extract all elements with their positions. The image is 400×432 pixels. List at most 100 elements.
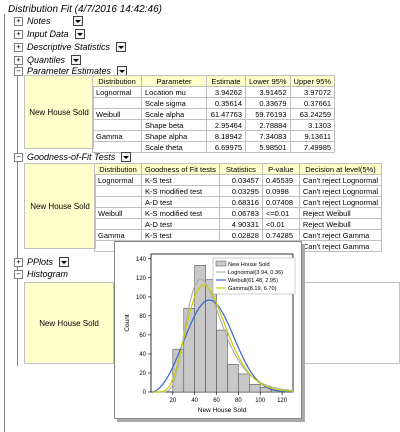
histogram-row-header-label: New House Sold [39, 318, 99, 328]
gof-row-header-label: New House Sold [30, 201, 90, 211]
expand-icon[interactable]: + [14, 257, 23, 267]
table-cell: 0.0998 [261, 185, 300, 197]
x-tick-label: 40 [191, 398, 198, 404]
histogram-graph-window[interactable]: 20 40 60 80 100 120 0 20 40 60 80 100 120 140 New Hous… [114, 241, 302, 419]
table-cell: Shape beta [141, 119, 207, 131]
histogram-row-header: New House Sold [24, 282, 114, 364]
histogram-bar [238, 373, 250, 393]
table-cell: Weibull [94, 207, 142, 219]
expand-icon[interactable]: + [14, 29, 23, 39]
table-cell: 0.74285 [261, 229, 300, 241]
y-tick-label: 120 [136, 276, 147, 282]
histogram-bar [216, 329, 228, 393]
parameter-estimates-table: Distribution Parameter Estimate Lower 95% Up… [92, 75, 336, 153]
collapse-icon[interactable]: − [14, 269, 23, 279]
table-row: Gamma Shape alpha 8.18942 7.34083 9.13611 [92, 130, 336, 142]
y-tick-label: 140 [136, 257, 147, 263]
dropdown-arrow-icon[interactable] [74, 29, 85, 39]
expand-icon[interactable]: + [14, 42, 23, 52]
table-row: Weibull K-S modified test 0.06783 <=0.01 Rej… [94, 207, 383, 219]
y-tick-label: 60 [139, 333, 146, 339]
tree-node-label: Notes [27, 16, 51, 26]
table-cell: Can't reject Gamma [298, 229, 383, 241]
table-cell: Reject Weibull [298, 207, 383, 219]
table-cell: 5.98501 [245, 141, 291, 153]
table-cell: 7.49985 [289, 141, 336, 153]
tree-node-input-data[interactable]: + Input Data [14, 28, 85, 40]
table-cell: K-S test [141, 174, 220, 186]
table-cell: 0.02828 [218, 229, 263, 241]
table-cell: Location mu [141, 86, 207, 98]
column-header: Estimate [206, 75, 246, 87]
table-cell: 61.47763 [206, 108, 246, 120]
collapse-icon[interactable]: − [14, 66, 23, 76]
table-cell: 3.1303 [289, 119, 336, 131]
tree-node-label: Histogram [27, 269, 69, 279]
column-header: P-value [261, 163, 300, 175]
goodness-of-fit-table: Distribution Goodness of Fit tests Statist… [94, 163, 383, 252]
table-cell: 59.76193 [245, 108, 291, 120]
param-row-header-label: New House Sold [29, 107, 89, 117]
param-row-header: New House Sold [24, 75, 94, 149]
table-cell [94, 185, 142, 197]
table-cell: K-S modified test [141, 185, 220, 197]
table-row: Shape beta 2.95464 2.78884 3.1303 [92, 119, 336, 131]
table-cell: Can't reject Lognormal [298, 174, 383, 186]
table-cell: Shape alpha [141, 130, 207, 142]
histogram-bar [183, 307, 195, 393]
dropdown-arrow-icon[interactable] [59, 257, 70, 267]
table-cell: 0.06783 [218, 207, 263, 219]
tree-node-label: Descriptive Statistics [27, 42, 111, 52]
dropdown-arrow-icon[interactable] [72, 16, 83, 26]
table-cell: 0.35614 [206, 97, 246, 109]
tree-node-histogram[interactable]: − Histogram [14, 268, 68, 280]
tree-node-descriptive-statistics[interactable]: + Descriptive Statistics [14, 41, 127, 53]
column-header: Lower 95% [245, 75, 291, 87]
column-header: Parameter [141, 75, 207, 87]
table-cell: A-D test [141, 218, 220, 230]
tree-node-pplots[interactable]: + PPlots [14, 256, 70, 268]
tree-sub-line [17, 60, 18, 366]
histogram-bar [227, 364, 239, 393]
table-cell: Can't reject Lognormal [298, 185, 383, 197]
table-cell [92, 119, 142, 131]
tree-node-quantiles[interactable]: + Quantiles [14, 54, 82, 66]
y-tick-label: 0 [143, 390, 147, 396]
column-header: Distribution [92, 75, 142, 87]
table-row: Lognormal K-S test 0.03457 0.45539 Can't rej… [94, 174, 383, 186]
table-cell: 0.03457 [218, 174, 263, 186]
table-cell [94, 218, 142, 230]
legend-box [212, 257, 296, 295]
dropdown-arrow-icon[interactable] [71, 55, 82, 65]
expand-icon[interactable]: + [14, 16, 23, 26]
table-cell: 2.78884 [245, 119, 291, 131]
x-axis-label: New House Sold [198, 407, 247, 414]
tree-node-goodness-of-fit[interactable]: − Goodness-of-Fit Tests [14, 151, 132, 163]
table-cell: 0.68316 [218, 196, 263, 208]
legend-entry: New House Sold [228, 262, 270, 268]
tree-node-notes[interactable]: + Notes [14, 15, 83, 27]
table-row: Scale sigma 0.35614 0.33679 0.37661 [92, 97, 336, 109]
expand-icon[interactable]: + [14, 55, 23, 65]
table-row: Weibull Scale alpha 61.47763 59.76193 63.242… [92, 108, 336, 120]
dropdown-arrow-icon[interactable] [116, 42, 127, 52]
tree-root-line [4, 14, 5, 432]
tree-node-label: Input Data [27, 29, 69, 39]
collapse-icon[interactable]: − [14, 152, 23, 162]
legend-entry: Lognormal(3.94, 0.36) [228, 270, 283, 276]
table-cell: Reject Weibull [298, 218, 383, 230]
table-row: A-D test 0.68316 0.07408 Can't reject Logno… [94, 196, 383, 208]
table-cell: 3.94262 [206, 86, 246, 98]
table-cell: Gamma [92, 130, 142, 142]
dropdown-arrow-icon[interactable] [121, 152, 132, 162]
table-cell: 0.03295 [218, 185, 263, 197]
table-cell: Lognormal [92, 86, 142, 98]
x-tick-label: 20 [170, 398, 177, 404]
fit-curve-lognormal [153, 278, 294, 393]
table-cell: Weibull [92, 108, 142, 120]
fit-curve-gamma [153, 284, 293, 393]
table-cell: 6.69975 [206, 141, 246, 153]
x-tick-label: 100 [255, 398, 266, 404]
table-cell: 0.07408 [261, 196, 300, 208]
table-row: Scale theta 6.69975 5.98501 7.49985 [92, 141, 336, 153]
